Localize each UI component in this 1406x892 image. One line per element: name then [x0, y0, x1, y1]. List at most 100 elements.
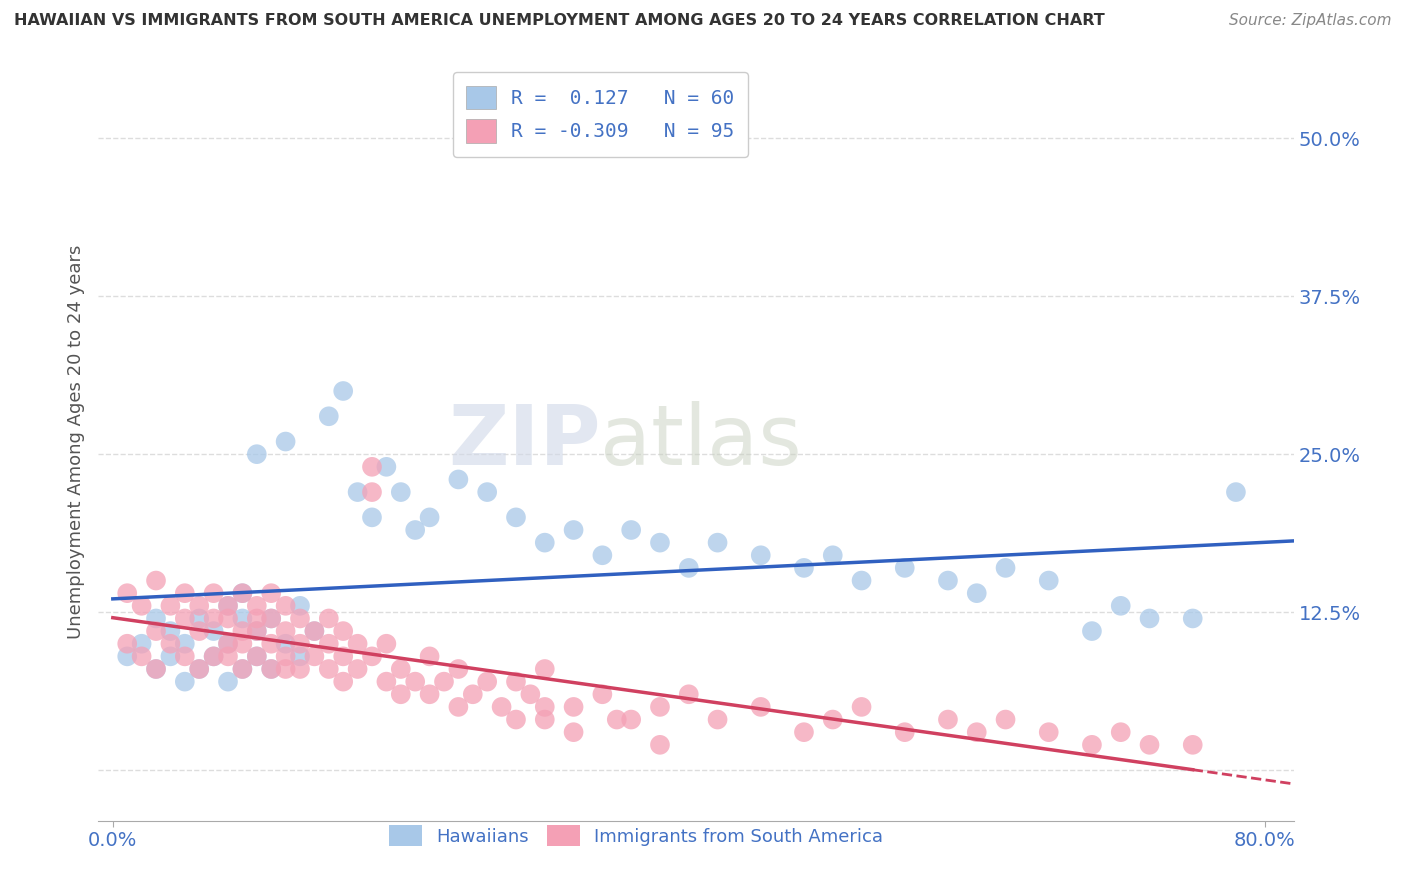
Point — [217, 674, 239, 689]
Point — [260, 662, 283, 676]
Point — [821, 548, 844, 563]
Point — [246, 649, 269, 664]
Point — [202, 586, 225, 600]
Point — [346, 485, 368, 500]
Y-axis label: Unemployment Among Ages 20 to 24 years: Unemployment Among Ages 20 to 24 years — [66, 244, 84, 639]
Point — [260, 662, 283, 676]
Point — [217, 599, 239, 613]
Point — [188, 662, 211, 676]
Point — [145, 662, 167, 676]
Point — [461, 687, 484, 701]
Text: Source: ZipAtlas.com: Source: ZipAtlas.com — [1229, 13, 1392, 29]
Point — [1038, 574, 1060, 588]
Point — [288, 599, 311, 613]
Point — [231, 637, 253, 651]
Point — [115, 586, 138, 600]
Point — [375, 637, 398, 651]
Point — [332, 649, 354, 664]
Point — [793, 725, 815, 739]
Point — [419, 649, 441, 664]
Text: HAWAIIAN VS IMMIGRANTS FROM SOUTH AMERICA UNEMPLOYMENT AMONG AGES 20 TO 24 YEARS: HAWAIIAN VS IMMIGRANTS FROM SOUTH AMERIC… — [14, 13, 1105, 29]
Point — [318, 637, 340, 651]
Point — [288, 637, 311, 651]
Point — [477, 485, 499, 500]
Point — [318, 662, 340, 676]
Point — [159, 637, 181, 651]
Point — [361, 510, 384, 524]
Point — [562, 523, 585, 537]
Point — [678, 687, 700, 701]
Legend: Hawaiians, Immigrants from South America: Hawaiians, Immigrants from South America — [382, 818, 890, 854]
Point — [304, 624, 326, 639]
Point — [159, 649, 181, 664]
Point — [274, 434, 297, 449]
Point — [389, 485, 412, 500]
Point — [145, 574, 167, 588]
Point — [131, 599, 153, 613]
Point — [389, 687, 412, 701]
Point — [246, 447, 269, 461]
Point — [131, 649, 153, 664]
Point — [893, 561, 915, 575]
Point — [173, 611, 195, 625]
Point — [678, 561, 700, 575]
Point — [231, 662, 253, 676]
Point — [648, 699, 671, 714]
Point — [447, 662, 470, 676]
Point — [202, 624, 225, 639]
Point — [505, 510, 527, 524]
Point — [706, 535, 728, 549]
Point — [274, 662, 297, 676]
Text: ZIP: ZIP — [449, 401, 600, 482]
Point — [274, 624, 297, 639]
Point — [936, 713, 959, 727]
Point — [1081, 738, 1104, 752]
Point — [274, 649, 297, 664]
Point — [1109, 725, 1132, 739]
Point — [231, 586, 253, 600]
Point — [217, 637, 239, 651]
Point — [533, 662, 555, 676]
Point — [346, 637, 368, 651]
Point — [159, 624, 181, 639]
Point — [217, 599, 239, 613]
Point — [217, 611, 239, 625]
Point — [260, 637, 283, 651]
Point — [159, 599, 181, 613]
Point — [648, 738, 671, 752]
Point — [115, 637, 138, 651]
Point — [606, 713, 628, 727]
Point — [533, 535, 555, 549]
Point — [404, 674, 426, 689]
Point — [505, 713, 527, 727]
Point — [260, 611, 283, 625]
Point — [1081, 624, 1104, 639]
Point — [188, 599, 211, 613]
Point — [318, 409, 340, 424]
Point — [893, 725, 915, 739]
Point — [202, 611, 225, 625]
Point — [361, 649, 384, 664]
Point — [332, 674, 354, 689]
Point — [260, 586, 283, 600]
Point — [562, 699, 585, 714]
Point — [145, 611, 167, 625]
Point — [361, 459, 384, 474]
Point — [173, 649, 195, 664]
Point — [131, 637, 153, 651]
Point — [620, 713, 643, 727]
Point — [288, 662, 311, 676]
Point — [217, 649, 239, 664]
Point — [375, 674, 398, 689]
Point — [620, 523, 643, 537]
Point — [260, 611, 283, 625]
Point — [994, 713, 1017, 727]
Point — [274, 599, 297, 613]
Point — [519, 687, 541, 701]
Point — [491, 699, 513, 714]
Point — [304, 624, 326, 639]
Point — [274, 637, 297, 651]
Point — [851, 574, 873, 588]
Point — [188, 662, 211, 676]
Point — [1109, 599, 1132, 613]
